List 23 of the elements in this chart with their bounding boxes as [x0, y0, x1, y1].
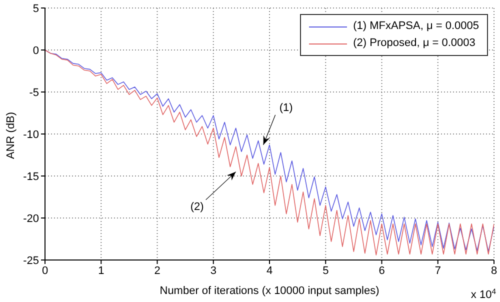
legend-label: (2) Proposed, μ = 0.0003: [353, 36, 476, 51]
x-tick-label: 8: [490, 264, 498, 277]
x-tick-label: 7: [434, 264, 441, 277]
x-tick-label: 2: [154, 264, 160, 277]
text: x 10$^{4}$: [470, 286, 497, 301]
y-tick-label: -20: [23, 212, 39, 225]
y-tick-label: -10: [23, 128, 39, 141]
annotation: (1): [279, 102, 293, 114]
annotation: (2): [190, 200, 204, 213]
x-tick-label: 6: [378, 264, 385, 277]
y-tick-label: -25: [23, 254, 39, 267]
legend-label: (1) MFxAPSA, μ = 0.0005: [353, 19, 479, 34]
y-tick-label: 5: [32, 2, 39, 15]
x-axis-title: Number of iterations (x 10000 input samples): [160, 285, 380, 297]
y-tick-label: 0: [32, 44, 39, 57]
y-axis-title: ANR (dB): [4, 112, 17, 159]
y-tick-label: -5: [29, 86, 39, 99]
x-tick-label: 1: [98, 264, 104, 277]
x-tick-label: 4: [266, 264, 273, 277]
y-tick-label: -15: [23, 170, 39, 183]
x-tick-label: 3: [210, 264, 216, 277]
x-tick-label: 5: [322, 264, 329, 277]
x-tick-label: 0: [42, 264, 48, 277]
